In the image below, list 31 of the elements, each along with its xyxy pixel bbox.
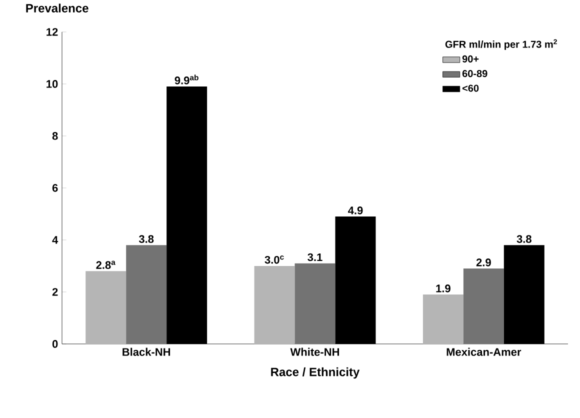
bar <box>463 268 504 344</box>
data-label: 3.8 <box>138 235 154 243</box>
legend-label: <60 <box>462 84 479 92</box>
bar <box>254 266 295 344</box>
data-label: 9.9$^{ab}$ <box>174 74 198 84</box>
y-axis-title: Prevalence <box>26 4 88 12</box>
data-label: 2.8$^{a}$ <box>96 260 116 269</box>
y-tick-label: 10 <box>46 80 58 88</box>
bar <box>422 294 464 344</box>
y-tick-label: 12 <box>46 28 58 36</box>
y-tick-label: 2 <box>52 288 58 296</box>
y-tick-label: 6 <box>52 184 58 192</box>
legend-label: 90+ <box>462 55 479 63</box>
y-tick-label: 0 <box>52 340 58 348</box>
data-label: 3.1 <box>308 253 322 262</box>
x-tick-label: White-NH <box>290 348 340 356</box>
bar <box>86 271 126 344</box>
legend-label: 60-89 <box>462 70 488 78</box>
data-label: 4.9 <box>348 206 363 214</box>
legend-title: GFR ml/min per 1.73 m$^{2}$ <box>445 39 557 50</box>
data-label: 1.9 <box>436 284 450 292</box>
y-tick-label: 4 <box>52 236 58 244</box>
bar <box>294 263 336 344</box>
y-tick-label: 8 <box>52 132 58 140</box>
x-axis-title: Race / Ethnicity <box>271 367 360 379</box>
x-tick-label: Mexican-Amer <box>446 348 522 356</box>
bar <box>126 245 167 344</box>
x-tick-label: Black-NH <box>122 348 170 356</box>
data-label: 2.9 <box>476 258 491 266</box>
data-label: 3.0$^{c}$ <box>264 256 284 264</box>
data-label: 3.8 <box>516 235 532 243</box>
